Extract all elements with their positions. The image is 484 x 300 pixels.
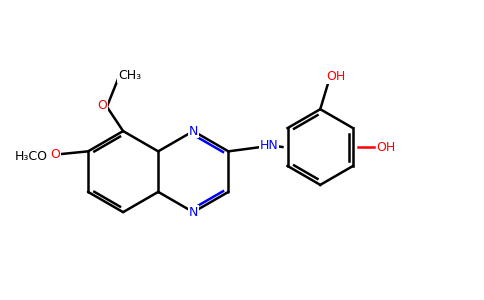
Text: O: O: [51, 148, 60, 160]
Text: O: O: [98, 99, 107, 112]
Text: HN: HN: [259, 140, 278, 152]
Text: OH: OH: [326, 70, 345, 83]
Text: H₃CO: H₃CO: [15, 150, 48, 163]
Text: N: N: [189, 206, 198, 219]
Text: CH₃: CH₃: [118, 69, 141, 82]
Text: OH: OH: [377, 140, 396, 154]
Text: N: N: [189, 124, 198, 138]
